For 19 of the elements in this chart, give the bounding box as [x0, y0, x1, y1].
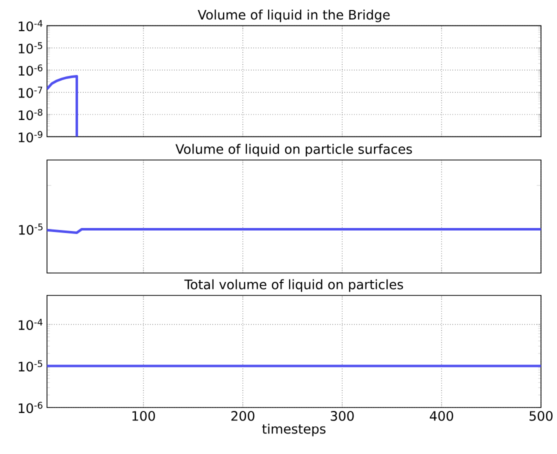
x-tick-label: 400 [430, 411, 454, 421]
y-tick-label: 10$^{-7}$ [18, 86, 42, 98]
y-tick-label: 10$^{-6}$ [18, 402, 42, 414]
y-tick-label: 10$^{-4}$ [18, 318, 42, 330]
x-tick-label: 200 [231, 411, 254, 421]
line-series [47, 74, 78, 137]
y-tick-label: 10$^{-6}$ [18, 64, 42, 76]
y-tick-label: 10$^{-5}$ [18, 42, 42, 54]
y-tick-label: 10$^{-9}$ [18, 131, 42, 142]
y-tick-label: 10$^{-4}$ [18, 20, 42, 32]
chart-title: Volume of liquid in the Bridge [198, 10, 390, 22]
x-tick-label: 100 [132, 411, 155, 421]
y-tick-label: 10$^{-8}$ [18, 108, 42, 120]
chart-title: Total volume of liquid on particles [184, 279, 404, 292]
x-axis-title: timesteps [262, 424, 326, 436]
y-tick-label: 10$^{-5}$ [18, 360, 42, 372]
x-tick-label: 300 [330, 411, 354, 421]
chart-title: Volume of liquid on particle surfaces [176, 144, 412, 156]
x-tick-label: 500 [530, 411, 553, 421]
